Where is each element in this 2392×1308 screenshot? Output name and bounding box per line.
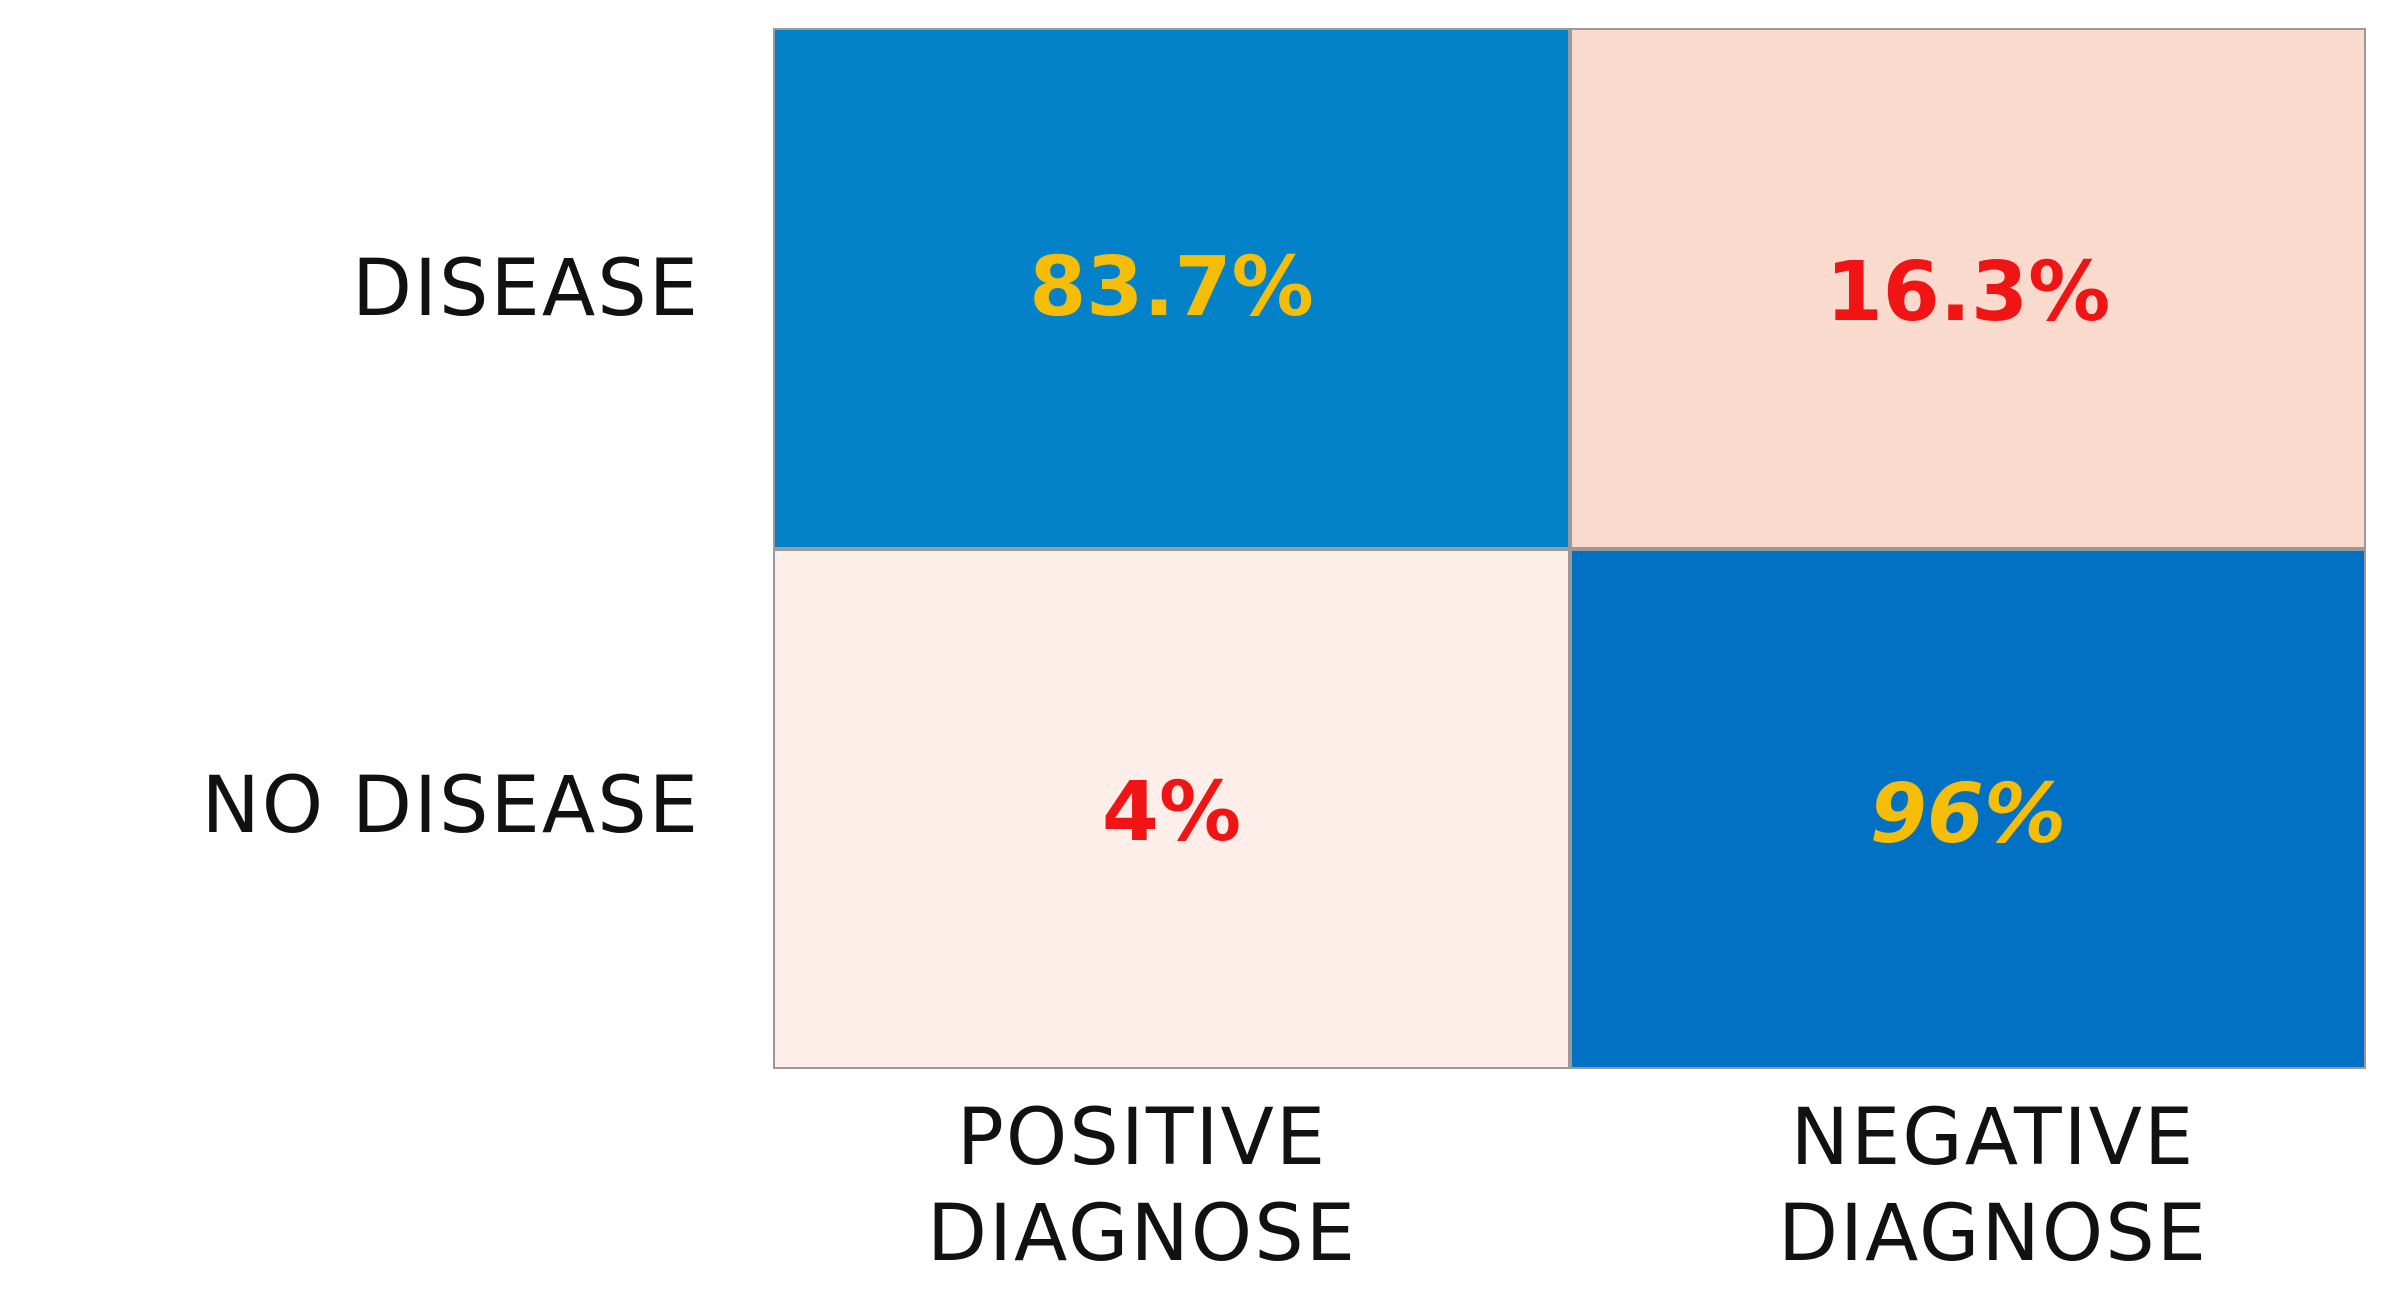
col-label-positive-diagnose: POSITIVE DIAGNOSE: [744, 1090, 1540, 1282]
cell-value-disease-positive: 83.7%: [1029, 240, 1314, 335]
col-label-positive-line1: POSITIVE: [956, 1093, 1328, 1183]
row-label-disease: DISEASE: [351, 244, 700, 334]
cell-value-disease-negative: 16.3%: [1825, 245, 2111, 340]
row-label-no-disease: NO DISEASE: [201, 761, 700, 851]
col-label-negative-line1: NEGATIVE: [1790, 1093, 2196, 1183]
cell-disease-positive: 83.7%: [773, 28, 1570, 549]
col-label-positive-line2: DIAGNOSE: [926, 1189, 1358, 1279]
cell-value-no-disease-positive: 4%: [1101, 765, 1242, 860]
cell-no-disease-positive: 4%: [773, 549, 1570, 1069]
cell-disease-negative: 16.3%: [1570, 28, 2366, 549]
col-label-negative-line2: DIAGNOSE: [1777, 1189, 2209, 1279]
cell-value-no-disease-negative: 96%: [1869, 767, 2067, 862]
col-label-negative-diagnose: NEGATIVE DIAGNOSE: [1595, 1090, 2391, 1282]
cell-no-disease-negative: 96%: [1570, 549, 2366, 1069]
